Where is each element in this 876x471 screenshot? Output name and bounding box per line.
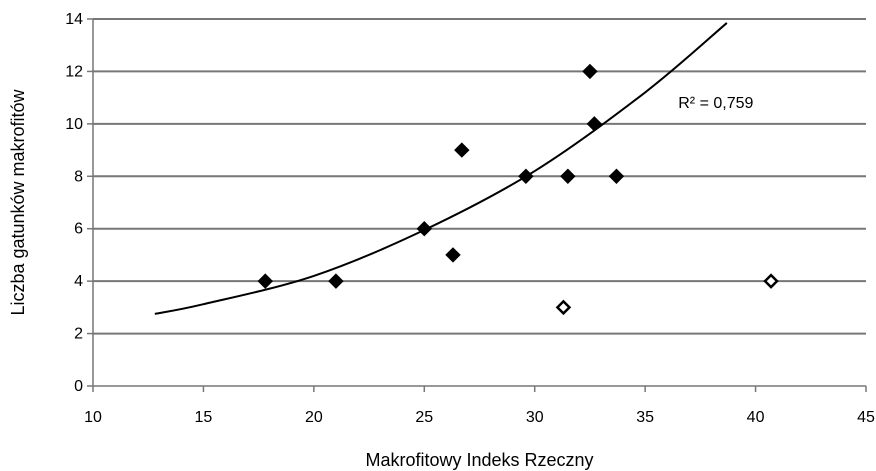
y-tick-label: 6 (74, 221, 83, 238)
diamond-point-9 (608, 168, 625, 184)
x-tick-label: 40 (747, 409, 765, 426)
y-tick-label: 0 (74, 378, 83, 395)
x-tick-label: 25 (415, 409, 433, 426)
diamond-point-7 (582, 63, 598, 80)
y-tick-label: 12 (65, 63, 83, 80)
gridlines (93, 18, 866, 335)
x-tick-label: 45 (857, 409, 875, 426)
x-tick-label: 20 (305, 409, 323, 426)
y-tick-label: 10 (65, 116, 83, 133)
x-tick-label: 30 (526, 409, 544, 426)
diamond-point-6 (560, 168, 576, 184)
x-axis-title: Makrofitowy Indeks Rzeczny (365, 450, 593, 470)
axes (87, 18, 867, 392)
diamond-point-0 (257, 273, 273, 289)
y-tick-label: 14 (65, 11, 83, 28)
diamond-point-5 (518, 168, 534, 184)
diamond-point-1 (328, 273, 344, 289)
diamond-point-4 (454, 142, 470, 158)
open-diamond-point-1 (763, 273, 779, 289)
trendline-layer (154, 22, 728, 315)
diamond-point-8 (586, 116, 603, 132)
y-tick-label: 4 (74, 273, 83, 290)
trendline (154, 22, 728, 315)
y-axis-title: Liczba gatunków makrofitów (8, 88, 28, 315)
y-tick-label: 2 (74, 326, 83, 343)
x-tick-label: 35 (636, 409, 654, 426)
r-squared-annotation: R² = 0,759 (678, 95, 753, 112)
data-points (257, 63, 779, 316)
open-diamond-point-0 (555, 299, 572, 316)
diamond-point-3 (445, 247, 461, 263)
diamond-point-2 (416, 221, 432, 237)
x-tick-label: 15 (195, 409, 213, 426)
x-tick-label: 10 (84, 409, 102, 426)
y-tick-label: 8 (74, 168, 83, 185)
labels: Makrofitowy Indeks Rzeczny Liczba gatunk… (8, 11, 875, 470)
